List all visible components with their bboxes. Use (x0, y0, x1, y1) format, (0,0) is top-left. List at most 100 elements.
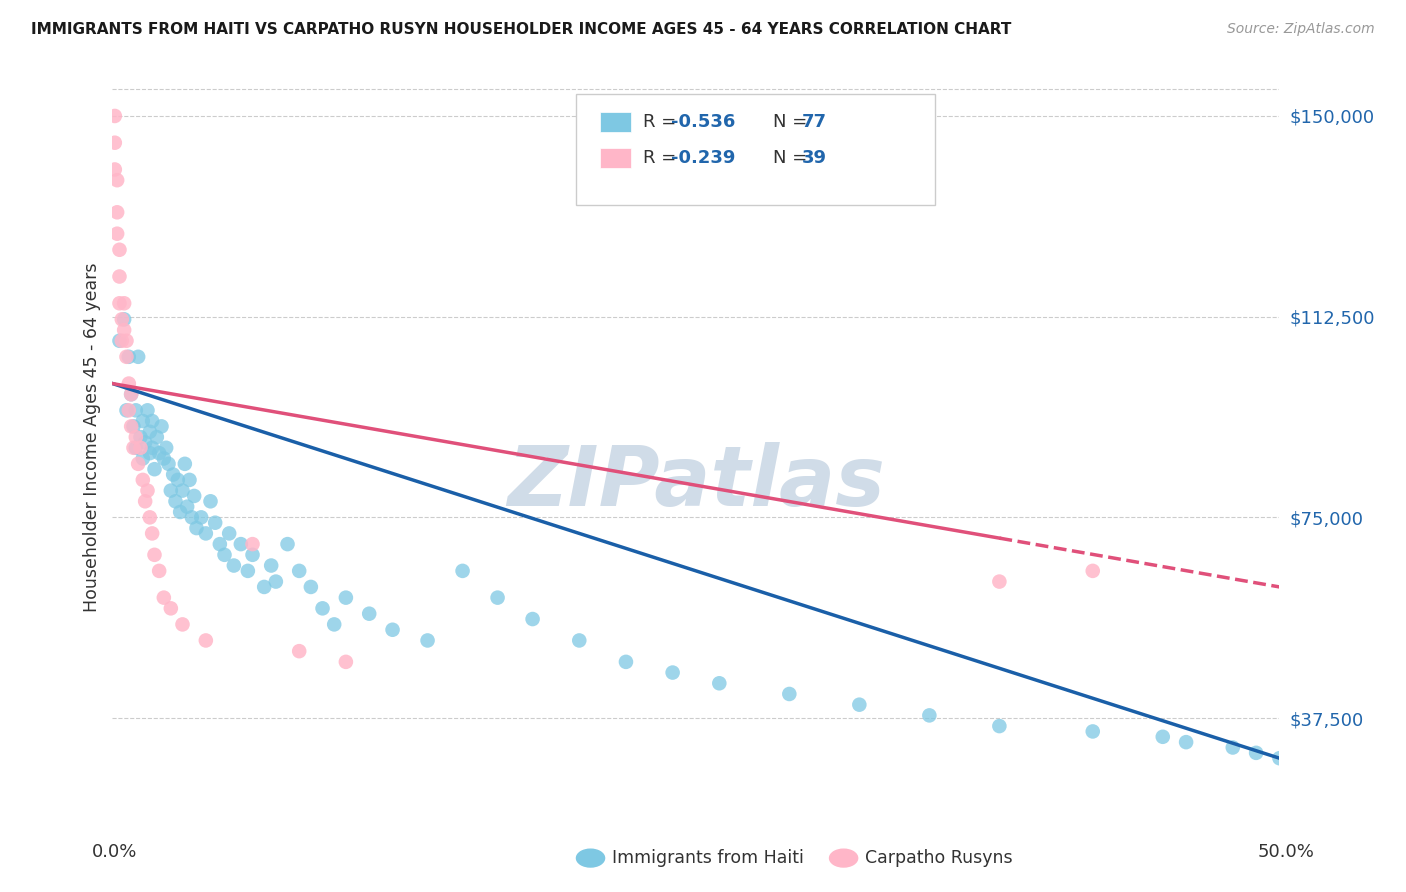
Point (180, 510, 202, 524)
Point (162, 467, 184, 482)
Point (150, 419, 173, 434)
Text: Immigrants from Haiti: Immigrants from Haiti (612, 849, 803, 867)
Text: ZIPatlas: ZIPatlas (508, 442, 884, 523)
Point (118, 376, 141, 391)
Point (139, 510, 162, 524)
Text: N =: N = (773, 113, 813, 131)
Point (222, 558, 245, 573)
Point (153, 591, 176, 605)
Point (709, 676, 731, 690)
Point (661, 665, 683, 680)
Point (127, 350, 149, 364)
Point (105, 173, 128, 187)
Point (323, 617, 346, 632)
Point (335, 655, 357, 669)
Y-axis label: Householder Income Ages 45 - 64 years: Householder Income Ages 45 - 64 years (83, 262, 101, 612)
Point (614, 655, 637, 669)
Point (208, 537, 231, 551)
Point (143, 462, 166, 476)
Point (120, 419, 142, 434)
Point (148, 564, 170, 578)
Point (260, 558, 283, 573)
Point (214, 548, 236, 562)
Point (165, 494, 187, 508)
Point (173, 457, 195, 471)
Point (129, 430, 152, 444)
Point (141, 441, 163, 455)
Point (172, 617, 194, 632)
Point (1081, 564, 1104, 578)
Point (200, 494, 222, 508)
Point (288, 564, 311, 578)
Point (111, 312, 134, 326)
Point (139, 425, 162, 439)
Point (104, 136, 127, 150)
Point (1222, 740, 1244, 755)
Text: -0.536: -0.536 (671, 113, 735, 131)
Point (134, 494, 156, 508)
Point (143, 548, 166, 562)
Point (1152, 730, 1174, 744)
Point (115, 350, 138, 364)
Point (160, 601, 183, 615)
Point (105, 205, 128, 219)
Point (242, 537, 264, 551)
Point (122, 441, 145, 455)
Point (108, 296, 131, 310)
Point (218, 526, 240, 541)
Text: 39: 39 (801, 149, 827, 167)
Point (148, 446, 170, 460)
Text: 0.0%: 0.0% (91, 843, 136, 861)
Point (451, 564, 474, 578)
Point (141, 414, 163, 428)
Point (194, 526, 217, 541)
Point (276, 537, 298, 551)
Point (179, 473, 201, 487)
Point (172, 483, 194, 498)
Point (125, 403, 148, 417)
Point (264, 574, 287, 589)
Point (134, 435, 156, 450)
Point (166, 473, 188, 487)
Point (194, 633, 217, 648)
Point (183, 489, 205, 503)
Point (229, 537, 252, 551)
Point (1081, 724, 1104, 739)
Text: R =: R = (643, 149, 682, 167)
Point (132, 414, 155, 428)
Point (105, 227, 128, 241)
Point (139, 446, 162, 460)
Text: N =: N = (773, 149, 813, 167)
Point (169, 505, 191, 519)
Point (190, 510, 212, 524)
Point (125, 441, 148, 455)
Point (204, 516, 226, 530)
Point (132, 451, 155, 466)
Point (160, 483, 183, 498)
Point (186, 521, 208, 535)
Point (253, 580, 276, 594)
Point (848, 698, 870, 712)
Point (918, 708, 941, 723)
Point (1244, 746, 1267, 760)
Point (108, 334, 131, 348)
Point (118, 403, 141, 417)
Point (778, 687, 800, 701)
Point (299, 580, 322, 594)
Text: -0.239: -0.239 (671, 149, 735, 167)
Point (136, 403, 159, 417)
Text: 77: 77 (801, 113, 827, 131)
Point (127, 457, 149, 471)
Point (112, 312, 135, 326)
Point (146, 430, 169, 444)
Point (115, 403, 138, 417)
Point (104, 162, 127, 177)
Point (108, 243, 131, 257)
Point (335, 591, 357, 605)
Point (122, 419, 145, 434)
Point (153, 451, 176, 466)
Point (115, 334, 138, 348)
Point (236, 564, 259, 578)
Point (522, 612, 544, 626)
Point (988, 574, 1011, 589)
